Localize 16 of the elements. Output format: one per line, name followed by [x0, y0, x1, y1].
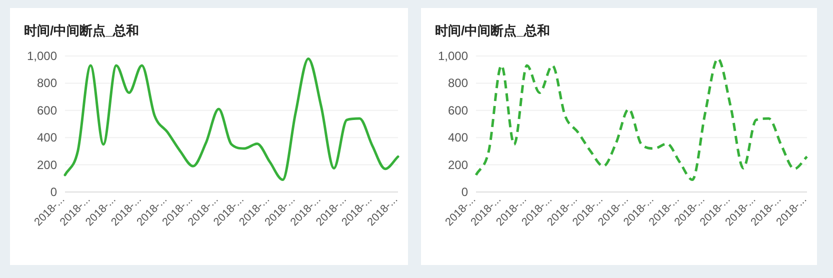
- chart-title: 时间/中间断点_总和: [24, 23, 139, 38]
- y-tick-label: 1,000: [26, 49, 58, 63]
- line-series: [64, 57, 400, 182]
- y-tick-label: 0: [50, 185, 58, 199]
- chart-title: 时间/中间断点_总和: [435, 23, 550, 38]
- y-tick-label: 0: [461, 185, 468, 199]
- y-tick-label: 800: [448, 76, 468, 90]
- y-tick-label: 400: [36, 130, 58, 145]
- y-tick-label: 400: [448, 130, 468, 145]
- y-tick-label: 1,000: [438, 49, 468, 63]
- y-tick-label: 200: [36, 158, 58, 172]
- y-tick-label: 600: [448, 103, 468, 118]
- y-tick-label: 600: [36, 103, 58, 118]
- y-tick-label: 800: [36, 76, 58, 90]
- y-tick-label: 200: [448, 158, 468, 172]
- line-series: [474, 57, 808, 182]
